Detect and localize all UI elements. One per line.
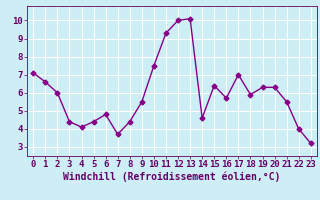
X-axis label: Windchill (Refroidissement éolien,°C): Windchill (Refroidissement éolien,°C) [63, 172, 281, 182]
